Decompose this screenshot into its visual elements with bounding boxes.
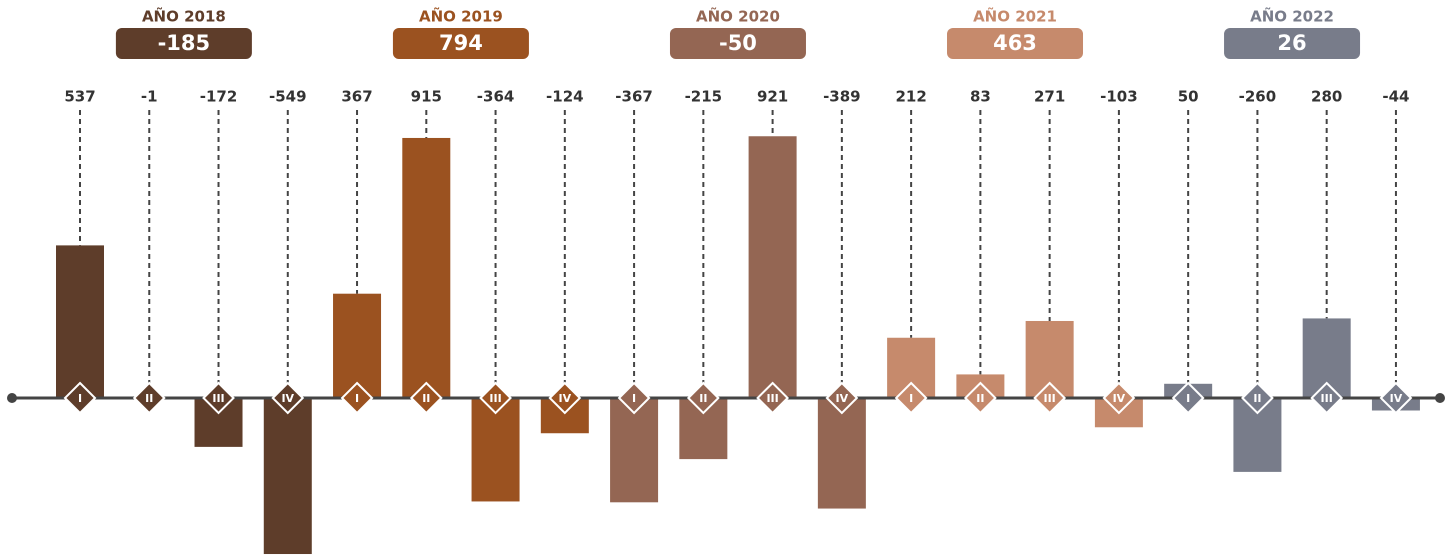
- quarter-label: IV: [1390, 392, 1403, 405]
- quarter-marker: [1379, 381, 1413, 415]
- quarter-marker: [63, 381, 97, 415]
- year-box: [669, 28, 806, 59]
- quarter-marker: [1171, 381, 1205, 415]
- bar: [263, 398, 312, 555]
- year-total: 463: [993, 31, 1037, 55]
- quarter-marker: [686, 381, 720, 415]
- value-label: -215: [685, 88, 723, 106]
- value-label: -172: [200, 88, 238, 106]
- bar: [56, 245, 104, 398]
- quarter-marker: [963, 381, 997, 415]
- quarter-label: III: [1321, 392, 1333, 405]
- value-label: 212: [895, 88, 926, 106]
- quarter-label: III: [1043, 392, 1055, 405]
- value-label: 915: [411, 88, 442, 106]
- year-total: 26: [1277, 31, 1306, 55]
- bar: [748, 136, 797, 398]
- year-label: AÑO 2019: [419, 7, 503, 26]
- value-label: 280: [1311, 88, 1342, 106]
- year-total: -185: [158, 31, 211, 55]
- value-label: 921: [757, 88, 788, 106]
- quarter-label: I: [632, 392, 636, 405]
- quarter-label: II: [699, 392, 707, 405]
- quarter-label: III: [212, 392, 224, 405]
- year-label: AÑO 2020: [696, 7, 780, 26]
- quarter-label: I: [1186, 392, 1190, 405]
- quarter-marker: [617, 381, 651, 415]
- year-total: 794: [439, 31, 483, 55]
- quarter-label: IV: [281, 392, 294, 405]
- quarter-marker: [132, 381, 166, 415]
- year-label: AÑO 2021: [973, 7, 1057, 26]
- quarter-marker: [340, 381, 374, 415]
- year-box: [1224, 28, 1361, 59]
- quarter-label: IV: [836, 392, 849, 405]
- value-label: -44: [1382, 88, 1409, 106]
- value-label: -367: [615, 88, 653, 106]
- value-label: -364: [477, 88, 515, 106]
- year-total: -50: [719, 31, 757, 55]
- quarter-label: II: [1253, 392, 1261, 405]
- quarter-label: II: [422, 392, 430, 405]
- value-label: -389: [823, 88, 861, 106]
- value-label: -549: [269, 88, 307, 106]
- year-box: [947, 28, 1084, 59]
- bar: [471, 398, 520, 502]
- quarter-marker: [1102, 381, 1136, 415]
- quarter-marker: [409, 381, 443, 415]
- quarter-marker: [202, 381, 235, 415]
- bar: [817, 398, 866, 509]
- quarter-label: II: [145, 392, 153, 405]
- quarter-marker: [548, 381, 582, 415]
- value-label: 83: [970, 88, 991, 106]
- quarter-label: III: [766, 392, 778, 405]
- quarter-label: II: [976, 392, 984, 405]
- quarter-marker: [1033, 381, 1067, 415]
- quarter-marker: [894, 381, 928, 415]
- year-label: AÑO 2022: [1250, 7, 1334, 26]
- quarter-label: III: [489, 392, 501, 405]
- bar: [402, 137, 451, 398]
- quarter-marker: [756, 381, 790, 415]
- value-label: 367: [341, 88, 372, 106]
- quarter-label: IV: [559, 392, 572, 405]
- axis-end: [1435, 393, 1445, 403]
- value-label: -124: [546, 88, 584, 106]
- year-label: AÑO 2018: [142, 7, 226, 26]
- quarter-label: IV: [1113, 392, 1126, 405]
- quarter-marker: [825, 381, 859, 415]
- quarter-marker: [1241, 381, 1274, 415]
- value-label: 537: [64, 88, 95, 106]
- quarter-label: I: [355, 392, 359, 405]
- value-label: 50: [1178, 88, 1199, 106]
- value-label: 271: [1034, 88, 1065, 106]
- bar: [333, 293, 382, 398]
- value-label: -1: [141, 88, 158, 106]
- quarter-marker: [271, 381, 305, 415]
- year-box: [115, 28, 252, 59]
- bar: [610, 398, 659, 503]
- year-box: [392, 28, 529, 59]
- axis-end: [7, 393, 17, 403]
- quarter-marker: [1310, 381, 1344, 415]
- quarter-marker: [479, 381, 512, 415]
- value-label: -103: [1100, 88, 1138, 106]
- quarter-label: I: [909, 392, 913, 405]
- quarter-label: I: [78, 392, 82, 405]
- value-label: -260: [1239, 88, 1277, 106]
